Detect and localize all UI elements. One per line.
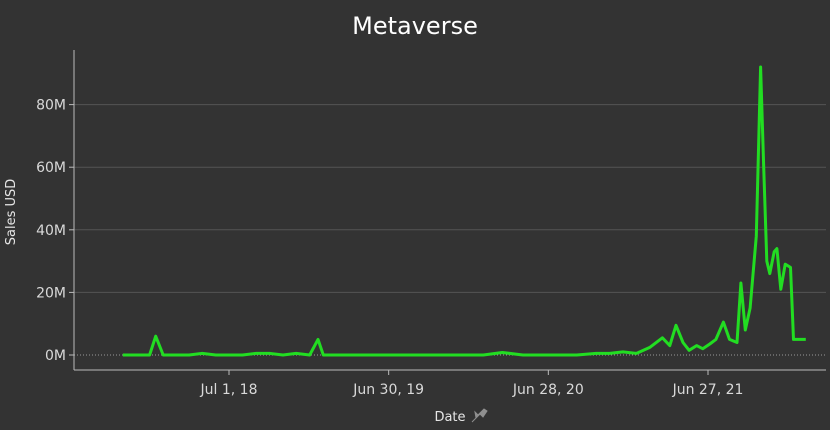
chart-title: Metaverse — [352, 12, 478, 40]
gridlines — [74, 104, 826, 356]
axes — [73, 50, 826, 371]
y-axis-title: Sales USD — [4, 179, 19, 246]
x-axis-ticks: Jul 1, 18 Jun 30, 19 Jun 28, 20 Jun 27, 21 — [200, 370, 744, 398]
y-tick-label: 40M — [36, 223, 66, 239]
x-tick-label: Jun 30, 19 — [352, 382, 424, 398]
series-line[interactable] — [122, 65, 806, 357]
x-tick-label: Jun 28, 20 — [512, 382, 584, 398]
y-tick-label: 80M — [36, 98, 66, 114]
y-tick-label: 60M — [36, 160, 66, 176]
x-axis-title: Date — [434, 410, 465, 425]
y-tick-label: 0M — [45, 348, 66, 364]
x-tick-label: Jun 27, 21 — [672, 382, 744, 398]
y-axis-ticks: 0M 20M 40M 60M 80M — [36, 98, 74, 364]
x-tick-label: Jul 1, 18 — [200, 382, 258, 398]
y-tick-label: 20M — [36, 285, 66, 301]
pin-icon[interactable] — [471, 408, 488, 423]
